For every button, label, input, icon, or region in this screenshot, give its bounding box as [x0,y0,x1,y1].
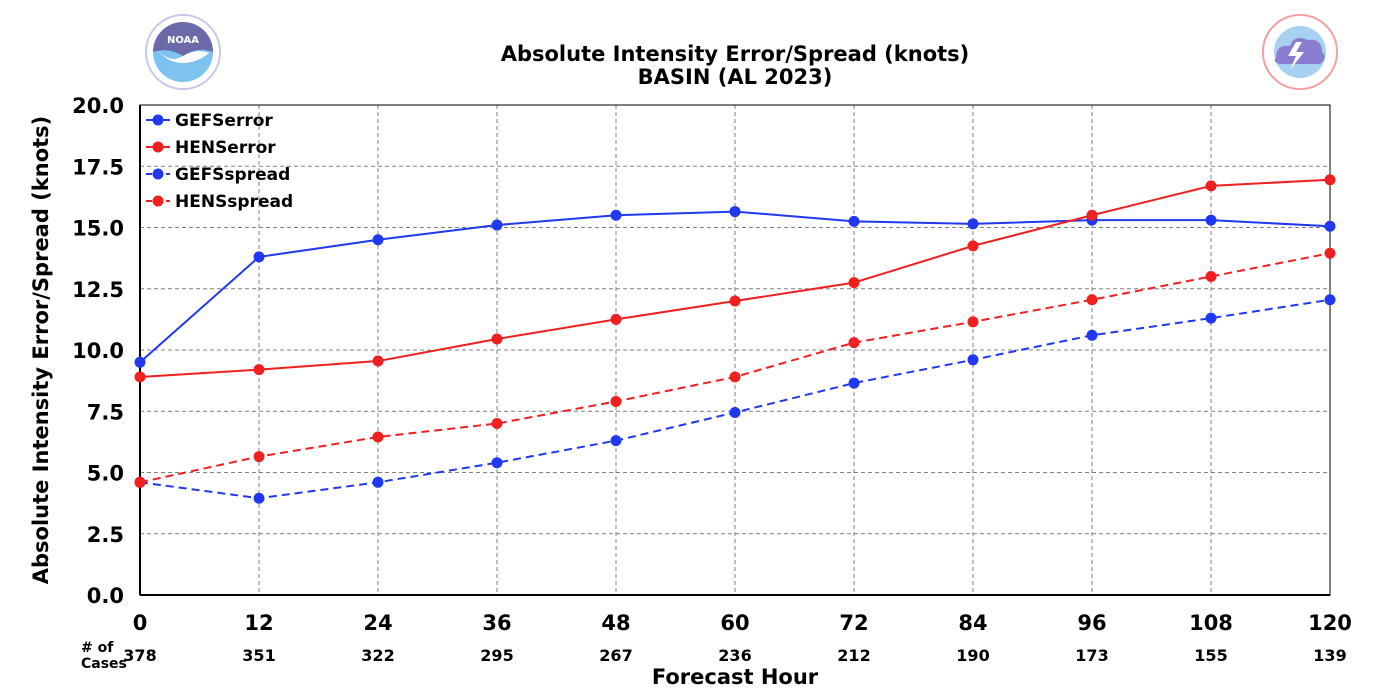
data-point [253,251,265,263]
data-point [610,313,622,325]
data-point [134,476,146,488]
cases-label-line1: # of [81,640,114,656]
chart-title: Absolute Intensity Error/Spread (knots) [501,42,970,66]
legend-label: GEFSerror [175,111,273,131]
data-point [848,277,860,289]
cases-value: 173 [1075,646,1108,665]
data-point [848,215,860,227]
data-point [1205,271,1217,282]
y-tick-label: 15.0 [72,217,124,241]
y-tick-label: 17.5 [72,155,124,179]
cases-value: 212 [837,646,870,665]
cases-label-line2: Cases [81,656,127,672]
cases-value: 295 [480,646,513,665]
data-point [967,218,979,230]
y-tick-label: 10.0 [72,339,124,363]
data-point [1324,294,1336,306]
data-point [1086,209,1098,221]
cases-value: 155 [1194,646,1227,665]
data-point [1324,174,1336,186]
data-point [610,209,622,221]
data-point [1086,329,1098,341]
cases-value: 351 [242,646,275,665]
data-point [253,492,265,504]
y-tick-label: 20.0 [72,94,124,118]
data-point [372,476,384,488]
x-tick-label: 60 [720,611,749,635]
x-tick-label: 0 [133,611,148,635]
data-point [491,333,503,345]
x-tick-label: 120 [1308,611,1352,635]
x-tick-label: 84 [958,611,987,635]
series-group [134,174,1336,504]
grid [140,105,1330,595]
cases-value: 267 [599,646,632,665]
data-point [253,364,265,376]
nws-logo [1262,14,1338,90]
legend-label: GEFSspread [175,165,290,185]
cases-value: 378 [123,646,156,665]
data-point [372,431,384,443]
legend-marker [152,195,164,207]
chart-subtitle: BASIN (AL 2023) [638,65,833,89]
x-tick-label: 36 [482,611,511,635]
data-point [610,395,622,407]
data-point [134,356,146,368]
legend-marker [152,141,164,153]
data-point [610,435,622,447]
data-point [1086,294,1098,306]
data-point [729,206,741,218]
legend-label: HENSspread [175,192,293,212]
cases-value: 322 [361,646,394,665]
legend-marker [152,114,164,126]
data-point [967,354,979,366]
x-tick-label: 108 [1189,611,1233,635]
cases-value: 190 [956,646,989,665]
y-tick-label: 12.5 [72,278,124,302]
data-point [134,371,146,383]
x-tick-labels: 0 12 24 36 48 60 72 84 96 108 120 [133,611,1352,635]
y-tick-label: 0.0 [87,584,124,608]
data-point [1324,247,1336,259]
noaa-logo: NOAA [145,14,221,90]
legend-label: HENSerror [175,138,276,158]
x-tick-label: 72 [839,611,868,635]
data-point [253,451,265,463]
y-tick-labels: 0.0 2.5 5.0 7.5 10.0 12.5 15.0 17.5 20.0 [72,94,124,608]
data-point [967,240,979,252]
x-tick-label: 96 [1077,611,1106,635]
svg-text:NOAA: NOAA [167,35,199,46]
cases-value: 139 [1313,646,1346,665]
data-point [372,355,384,367]
data-point [1205,312,1217,324]
x-tick-label: 12 [244,611,273,635]
data-point [848,337,860,349]
data-point [729,371,741,383]
data-point [491,418,503,429]
y-axis-label: Absolute Intensity Error/Spread (knots) [29,116,53,585]
data-point [729,295,741,307]
cases-value: 236 [718,646,751,665]
legend: GEFSerror HENSerror GEFSspread HENSspread [146,111,293,212]
x-tick-label: 24 [363,611,392,635]
y-tick-label: 2.5 [87,523,124,547]
data-point [729,406,741,418]
data-point [491,219,503,231]
data-point [1205,214,1217,226]
y-tick-label: 5.0 [87,462,124,486]
cases-row: 378 351 322 295 267 236 212 190 173 155 139 [123,646,1346,665]
data-point [372,234,384,246]
data-point [491,457,503,469]
data-point [1205,180,1217,192]
data-point [1324,220,1336,232]
legend-marker [152,168,164,180]
data-point [967,316,979,328]
x-tick-label: 48 [601,611,630,635]
x-axis-label: Forecast Hour [652,665,819,689]
y-tick-label: 7.5 [87,400,124,424]
data-point [848,377,860,389]
